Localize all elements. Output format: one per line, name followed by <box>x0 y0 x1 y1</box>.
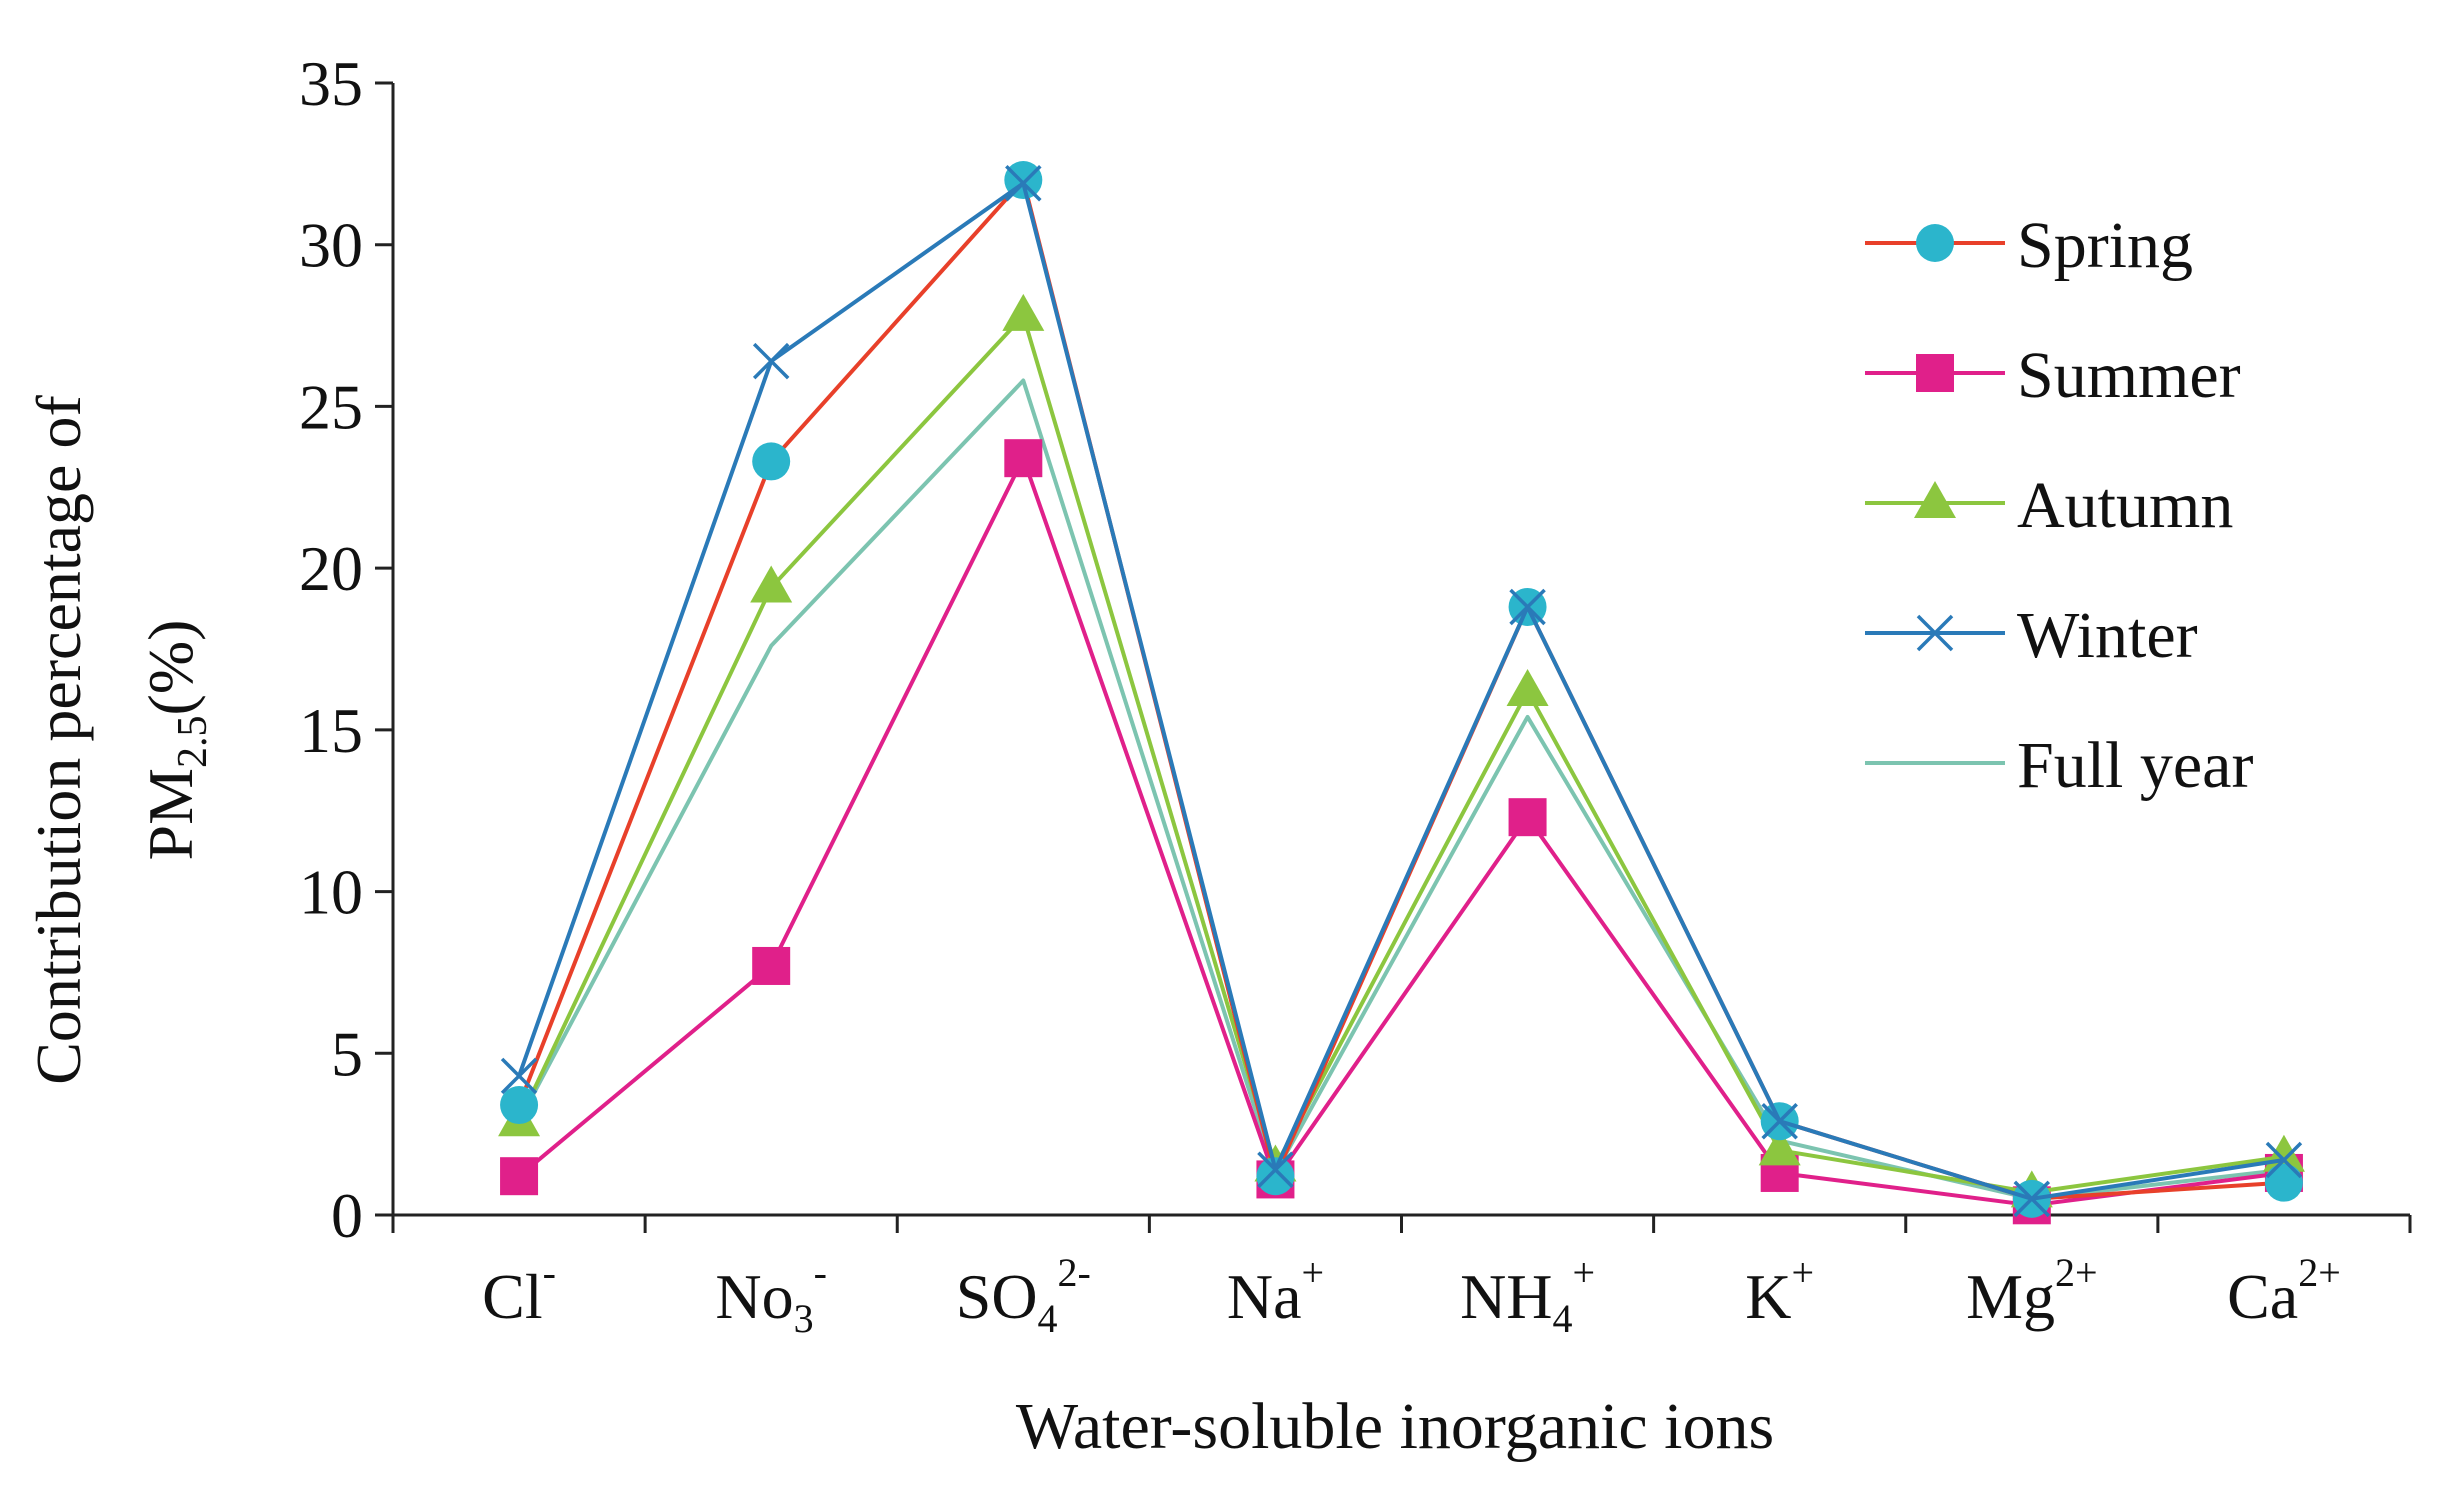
legend-marker-winter-stroke <box>1916 614 1954 652</box>
x-tick-label-base: Na <box>1227 1261 1302 1332</box>
x-tick-label: No3- <box>715 1250 827 1341</box>
x-axis-title: Water-soluble inorganic ions <box>1016 1390 1774 1463</box>
point-winter <box>1509 588 1546 626</box>
point-summer <box>1004 439 1043 478</box>
y-axis-title-line1: Contribution percentage of <box>23 395 94 1085</box>
x-tick-label-base: K <box>1745 1261 1791 1332</box>
point-winter <box>500 1057 538 1095</box>
point-winter-stroke <box>1005 165 1042 202</box>
point-winter-stroke <box>752 342 790 380</box>
x-tick-label-sup: 2+ <box>2298 1250 2341 1295</box>
series-line-spring <box>517 178 2285 1201</box>
y-tick-label: 0 <box>331 1180 363 1251</box>
point-summer <box>500 1157 539 1196</box>
x-tick-label-sup: + <box>1301 1250 1324 1295</box>
x-tick-label: Ca2+ <box>2227 1250 2341 1332</box>
legend: Spring Summer Autumn Winter Full year <box>1865 209 2253 802</box>
series-line-winter <box>517 181 2285 1201</box>
point-winter-stroke <box>1257 1151 1294 1188</box>
legend-marker-summer <box>1916 354 1954 392</box>
x-tick-label-sup: - <box>543 1250 556 1295</box>
legend-label-winter: Winter <box>2017 599 2198 672</box>
series-line-summer <box>517 456 2285 1208</box>
point-winter <box>2013 1180 2051 1218</box>
point-spring <box>1256 1157 1295 1196</box>
y-tick-label: 15 <box>299 695 363 766</box>
x-tick-label-base: SO <box>956 1261 1038 1332</box>
point-winter <box>2265 1141 2303 1179</box>
x-tick-label: Mg2+ <box>1966 1250 2097 1332</box>
point-spring <box>752 442 791 481</box>
point-winter <box>752 342 790 380</box>
x-tick-label-base: Cl <box>482 1261 542 1332</box>
x-tick-label-base: No <box>715 1261 793 1332</box>
legend-marker-spring <box>1916 224 1954 262</box>
legend-label-full-year: Full year <box>2017 729 2253 802</box>
x-tick-label-sup: + <box>1792 1250 1815 1295</box>
series-line-full-year <box>517 378 2285 1201</box>
point-winter-stroke <box>1509 588 1546 626</box>
x-tick-label: SO42- <box>956 1250 1091 1341</box>
y-tick-label: 10 <box>299 857 363 928</box>
legend-marker-winter <box>1916 614 1954 652</box>
x-tick-label-base: Ca <box>2227 1261 2298 1332</box>
x-tick-label-base: NH <box>1460 1261 1552 1332</box>
point-spring <box>500 1086 539 1125</box>
legend-label-summer: Summer <box>2017 339 2241 412</box>
point-autumn <box>1758 1128 1801 1166</box>
x-tick-label-sub: 4 <box>1038 1296 1058 1341</box>
point-spring <box>2264 1163 2303 1202</box>
point-winter-stroke <box>2013 1180 2051 1218</box>
y-tick-label: 5 <box>331 1018 363 1089</box>
legend-label-autumn: Autumn <box>2017 469 2233 542</box>
y-axis-title: Contribution percentage of PM2.5(%) <box>23 395 216 1085</box>
x-tick-label: Cl- <box>482 1250 556 1332</box>
point-winter <box>1005 165 1042 202</box>
legend-marker-autumn <box>1914 481 1956 518</box>
x-tick-label-sub: 4 <box>1553 1296 1573 1341</box>
x-tick-label-sub: 3 <box>794 1296 814 1341</box>
series-plot-area <box>498 161 2305 1225</box>
x-axis: Cl- No3- SO42- Na+ NH4+ K+ Mg2+ Ca2+ <box>391 1213 2412 1341</box>
point-autumn <box>1002 293 1045 331</box>
point-winter <box>1761 1102 1798 1140</box>
point-winter-stroke <box>500 1057 538 1095</box>
y-axis: 0 5 10 15 20 25 30 35 <box>299 48 395 1251</box>
point-summer <box>1508 798 1547 837</box>
legend-label-spring: Spring <box>2017 209 2193 282</box>
x-tick-label-sup: - <box>814 1250 827 1295</box>
point-winter-stroke <box>2265 1141 2303 1179</box>
y-tick-label: 20 <box>299 533 363 604</box>
x-tick-label-sup: 2- <box>1058 1250 1091 1295</box>
x-tick-label: Na+ <box>1227 1250 1324 1332</box>
point-autumn <box>750 565 793 603</box>
point-autumn <box>1506 669 1549 707</box>
x-tick-label-sup: 2+ <box>2055 1250 2098 1295</box>
x-tick-label: K+ <box>1745 1250 1814 1332</box>
x-tick-label-sup: + <box>1573 1250 1596 1295</box>
y-axis-title-line2: PM2.5(%) <box>135 620 216 861</box>
y-tick-label: 35 <box>299 48 363 119</box>
y-tick-label: 25 <box>299 371 363 442</box>
y-tick-label: 30 <box>299 210 363 281</box>
point-winter-stroke <box>1761 1102 1798 1140</box>
point-summer <box>752 946 791 985</box>
x-tick-label-base: Mg <box>1966 1261 2055 1332</box>
point-winter <box>1257 1151 1294 1188</box>
x-tick-label: NH4+ <box>1460 1250 1595 1341</box>
